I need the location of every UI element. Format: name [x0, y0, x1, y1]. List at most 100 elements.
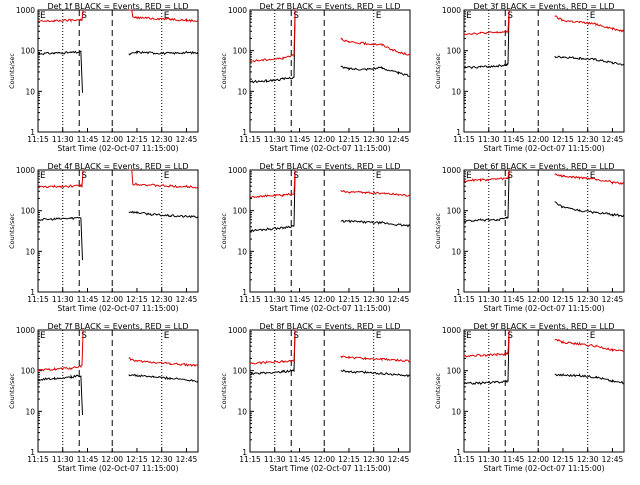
- y-tick-label: 1000: [16, 326, 35, 335]
- x-tick-label: 12:00: [313, 455, 335, 464]
- x-tick-label: 11:15: [453, 295, 475, 304]
- marker-label-e: E: [376, 171, 382, 181]
- marker-label-e: E: [164, 171, 170, 181]
- series-events-line: [37, 373, 199, 416]
- x-tick-label: 12:45: [176, 135, 198, 144]
- detector-panel: Det 7f BLACK = Events, RED = LLD 1 10 100 10…: [8, 322, 199, 473]
- y-axis-label: Counts/sec: [8, 53, 16, 89]
- plot-frame: [463, 329, 625, 453]
- x-tick-label: 12:00: [101, 455, 123, 464]
- x-tick-label: 12:30: [363, 295, 385, 304]
- x-tick-label: 11:30: [264, 455, 286, 464]
- x-tick-label: 12:30: [577, 455, 599, 464]
- y-tick-label: 1000: [442, 166, 461, 175]
- series-lld-line: [249, 9, 411, 63]
- x-tick-label: 11:30: [52, 135, 74, 144]
- y-tick-label: 100: [21, 47, 36, 56]
- x-tick-label: 11:30: [52, 295, 74, 304]
- y-tick-label: 1: [456, 448, 461, 457]
- y-axis-label: Counts/sec: [8, 213, 16, 249]
- x-tick-label: 11:30: [478, 455, 500, 464]
- x-tick-label: 12:30: [363, 135, 385, 144]
- y-tick-label: 1000: [228, 326, 247, 335]
- x-tick-label: 11:45: [77, 135, 99, 144]
- y-tick-label: 1: [456, 128, 461, 137]
- series-events-line: [463, 329, 624, 386]
- x-axis-label: Start Time (02-Oct-07 11:15:00): [269, 464, 390, 473]
- x-tick-label: 11:45: [77, 295, 99, 304]
- x-axis-label: Start Time (02-Oct-07 11:15:00): [57, 304, 178, 313]
- x-tick-label: 12:15: [552, 295, 574, 304]
- y-tick-label: 10: [25, 87, 35, 96]
- detector-panel: Det 3f BLACK = Events, RED = LLD 1 10 100 10…: [434, 2, 625, 153]
- x-axis-label: Start Time (02-Oct-07 11:15:00): [483, 464, 604, 473]
- x-tick-label: 11:45: [503, 295, 525, 304]
- y-tick-label: 100: [233, 47, 248, 56]
- plot-frame: [37, 169, 199, 293]
- x-axis-label: Start Time (02-Oct-07 11:15:00): [57, 464, 178, 473]
- y-tick-label: 1000: [228, 6, 247, 15]
- marker-label-e: E: [590, 171, 596, 181]
- x-tick-label: 12:15: [552, 455, 574, 464]
- y-tick-label: 1: [242, 448, 247, 457]
- marker-label-s: S: [293, 331, 299, 341]
- x-axis-label: Start Time (02-Oct-07 11:15:00): [483, 144, 604, 153]
- marker-label-s: S: [81, 171, 87, 181]
- series-lld-line: [249, 169, 411, 199]
- x-tick-label: 11:45: [503, 455, 525, 464]
- y-tick-label: 10: [25, 407, 35, 416]
- series-lld-line: [463, 9, 625, 36]
- panel-title: Det 8f BLACK = Events, RED = LLD: [259, 322, 400, 331]
- series-lld-line: [37, 169, 199, 189]
- y-axis-label: Counts/sec: [220, 373, 228, 409]
- y-tick-label: 1: [242, 128, 247, 137]
- x-tick-label: 12:15: [552, 135, 574, 144]
- x-tick-label: 11:45: [77, 455, 99, 464]
- marker-label-e-start: E: [40, 331, 46, 341]
- x-tick-label: 12:00: [101, 135, 123, 144]
- y-tick-label: 1: [30, 128, 35, 137]
- y-tick-label: 1: [456, 288, 461, 297]
- detector-panel: Det 4f BLACK = Events, RED = LLD 1 10 100 10…: [8, 162, 199, 313]
- series-events-line: [463, 9, 625, 70]
- panel-title: Det 4f BLACK = Events, RED = LLD: [47, 162, 188, 171]
- x-tick-label: 12:45: [602, 295, 624, 304]
- y-tick-label: 10: [237, 247, 247, 256]
- panel-title: Det 9f BLACK = Events, RED = LLD: [473, 322, 614, 331]
- x-tick-label: 12:15: [126, 455, 148, 464]
- x-tick-label: 11:30: [52, 455, 74, 464]
- y-tick-label: 100: [447, 367, 462, 376]
- y-tick-label: 100: [21, 207, 36, 216]
- series-events-line: [37, 50, 199, 93]
- panel-title: Det 2f BLACK = Events, RED = LLD: [259, 2, 400, 11]
- y-tick-label: 100: [233, 207, 248, 216]
- marker-label-s: S: [507, 171, 513, 181]
- y-tick-label: 1: [242, 288, 247, 297]
- x-tick-label: 12:30: [151, 295, 173, 304]
- plot-frame: [37, 9, 199, 133]
- y-tick-label: 10: [451, 87, 461, 96]
- x-tick-label: 12:00: [527, 295, 549, 304]
- panel-title: Det 7f BLACK = Events, RED = LLD: [47, 322, 188, 331]
- x-tick-label: 11:45: [289, 455, 311, 464]
- x-axis-label: Start Time (02-Oct-07 11:15:00): [269, 144, 390, 153]
- marker-label-s: S: [507, 11, 513, 21]
- series-events-line: [249, 329, 411, 378]
- plot-frame: [249, 329, 411, 453]
- x-tick-label: 12:30: [577, 135, 599, 144]
- panel-title: Det 1f BLACK = Events, RED = LLD: [47, 2, 188, 11]
- marker-label-e-start: E: [40, 171, 46, 181]
- panel-title: Det 3f BLACK = Events, RED = LLD: [473, 2, 614, 11]
- x-tick-label: 11:15: [239, 295, 261, 304]
- series-events-line: [463, 169, 625, 223]
- y-tick-label: 1: [30, 448, 35, 457]
- y-tick-label: 100: [447, 207, 462, 216]
- y-tick-label: 1000: [228, 166, 247, 175]
- y-axis-label: Counts/sec: [8, 373, 16, 409]
- x-tick-label: 11:15: [27, 455, 49, 464]
- detector-panel: Det 1f BLACK = Events, RED = LLD 1 10 100 10…: [8, 2, 199, 153]
- marker-label-e-start: E: [40, 11, 46, 21]
- detector-panel: Det 5f BLACK = Events, RED = LLD 1 10 100 10…: [220, 162, 411, 313]
